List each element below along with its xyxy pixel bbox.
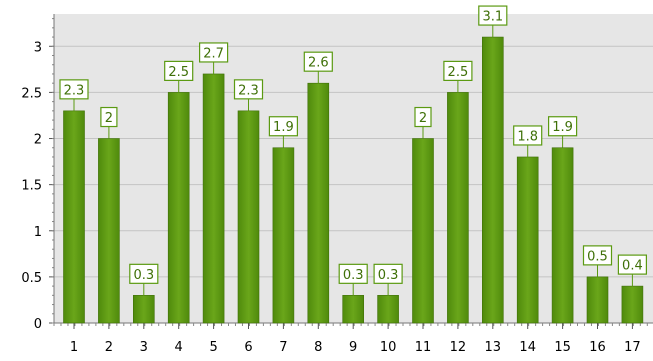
bar	[586, 276, 609, 324]
x-tick-label: 10	[380, 340, 397, 355]
bar	[377, 295, 399, 324]
data-label: 0.3	[378, 268, 399, 283]
bar	[63, 110, 85, 324]
data-label: 3.1	[482, 10, 503, 25]
x-tick-label: 9	[349, 340, 357, 355]
bar	[447, 92, 469, 324]
axes: 00.511.522.531 2 3 4 5 6 7 8 9 10 11 12 13 14 15 16 17	[21, 14, 653, 355]
bar	[516, 156, 539, 324]
bar	[167, 92, 190, 324]
data-label-box	[233, 79, 264, 100]
data-label: 2.5	[168, 65, 189, 80]
data-label-box	[59, 79, 89, 100]
x-tick-label: 7	[279, 340, 287, 355]
data-label: 0.3	[343, 268, 364, 283]
bar	[272, 147, 295, 324]
data-label: 0.3	[133, 268, 154, 283]
x-tick-label: 11	[415, 340, 432, 355]
data-label: 1.8	[517, 129, 538, 144]
data-label: 2.6	[308, 56, 329, 71]
data-label-box	[478, 5, 508, 26]
bar	[237, 110, 260, 324]
x-tick-label: 17	[624, 340, 641, 355]
bars	[63, 36, 644, 324]
data-label: 1.9	[552, 120, 573, 135]
data-label-box	[164, 60, 194, 82]
data-label: 0.5	[587, 249, 608, 264]
bar	[307, 82, 330, 324]
x-tick-label: 5	[209, 340, 217, 355]
bar	[551, 147, 574, 324]
data-label: 1.9	[273, 120, 294, 135]
data-label-box	[100, 106, 118, 128]
data-label-box	[129, 263, 159, 284]
data-label-box	[373, 263, 403, 284]
data-label-box	[338, 263, 368, 284]
y-tick-label: 1	[34, 225, 42, 240]
x-tick-label: 14	[519, 340, 536, 355]
bar	[202, 73, 225, 324]
data-label-box	[582, 245, 613, 266]
y-tick-label: 0	[34, 317, 42, 332]
bar	[342, 295, 365, 324]
x-tick-label: 3	[140, 340, 148, 355]
data-label-box	[199, 42, 229, 63]
x-tick-label: 1	[70, 340, 78, 355]
data-label-box	[547, 116, 578, 137]
bar	[621, 285, 644, 324]
x-tick-label: 2	[105, 340, 113, 355]
data-label: 2	[105, 111, 113, 126]
x-tick-label: 6	[244, 340, 252, 355]
bar	[133, 295, 155, 324]
data-labels: 2.3 2 0.3 2.5 2.7 2.3 1.9 2.6 0.3 0.3 2 2.5 3.1 1.8 1.…	[59, 5, 648, 296]
data-label-box	[414, 106, 432, 128]
x-tick-label: 4	[175, 340, 183, 355]
data-label-box	[268, 116, 298, 137]
x-tick-label: 16	[589, 340, 606, 355]
data-label: 2.3	[64, 83, 85, 98]
y-tick-label: 3	[34, 40, 42, 55]
x-tick-label: 15	[554, 340, 571, 355]
data-label: 0.4	[622, 259, 643, 274]
y-tick-label: 2.5	[21, 86, 42, 101]
data-label-box	[513, 125, 543, 146]
data-label-box	[443, 60, 473, 82]
y-tick-label: 1.5	[21, 179, 42, 194]
y-tick-label: 0.5	[21, 271, 42, 286]
bar	[98, 138, 120, 324]
data-label: 2.3	[238, 83, 259, 98]
x-tick-label: 8	[314, 340, 322, 355]
data-label: 2	[419, 111, 427, 126]
data-label-box	[617, 254, 648, 275]
x-tick-label: 12	[450, 340, 467, 355]
data-label: 2.5	[448, 65, 469, 80]
x-tick-label: 13	[485, 340, 502, 355]
bar	[412, 138, 434, 324]
data-label: 2.7	[203, 46, 224, 61]
y-tick-label: 2	[34, 133, 42, 148]
data-label-box	[303, 51, 333, 72]
bar	[481, 36, 504, 324]
